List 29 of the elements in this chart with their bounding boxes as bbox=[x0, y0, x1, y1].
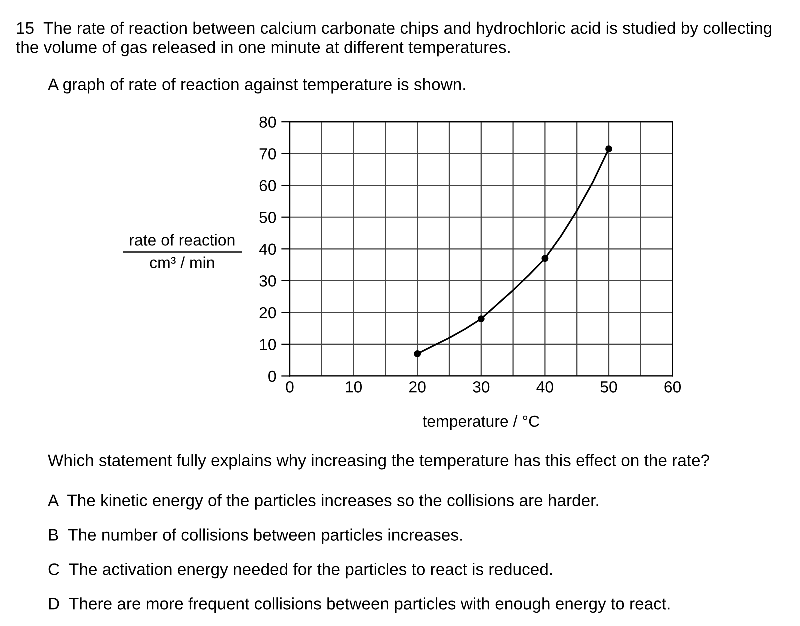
y-tick-label: 60 bbox=[260, 180, 276, 192]
y-tick-label: 30 bbox=[260, 276, 276, 287]
point bbox=[478, 316, 485, 323]
chart-title: 15 The rate of reaction between calcium carbonate chips and hydrochloric acid is studied by collecting the volume of gas released in one minute at different temperatures. bbox=[16, 22, 772, 57]
point bbox=[606, 146, 612, 153]
x-tick-label: 50 bbox=[600, 382, 618, 393]
text: B The number of collisions between particles increases. bbox=[49, 528, 462, 544]
chart-subtitle: A graph of rate of reaction against temperature is shown. bbox=[48, 78, 466, 94]
text: A The kinetic energy of the particles increases so the collisions are harder. bbox=[48, 494, 598, 510]
x-tick-label: 20 bbox=[410, 382, 426, 393]
y-tick-label: 40 bbox=[259, 244, 276, 256]
y-tick-label: 80 bbox=[260, 116, 276, 128]
y-tick-label: 70 bbox=[260, 148, 276, 160]
y-tick-label: 10 bbox=[260, 339, 276, 350]
x-tick-label: 60 bbox=[664, 382, 682, 393]
x-tick-label: 10 bbox=[346, 382, 362, 393]
x-axis-title: temperature / °C bbox=[422, 415, 540, 430]
point bbox=[414, 350, 422, 358]
text: Which statement fully explains why increasing the temperature has this effect on the rate? bbox=[48, 454, 710, 470]
x-tick-label: 30 bbox=[473, 382, 490, 393]
x-tick-label: 40 bbox=[536, 382, 554, 393]
y-axis-title: rate of reaction cm³ / min bbox=[130, 234, 235, 268]
y-tick-label: 50 bbox=[260, 212, 276, 224]
x-tick-label: 0 bbox=[286, 382, 294, 393]
y-tick-label: 0 bbox=[268, 370, 276, 382]
point bbox=[542, 255, 549, 262]
text: C The activation energy needed for the particles to react is reduced. bbox=[48, 563, 552, 579]
y-tick-label: 20 bbox=[260, 307, 276, 319]
text: D There are more frequent collisions between particles with enough energy to react. bbox=[49, 598, 670, 614]
